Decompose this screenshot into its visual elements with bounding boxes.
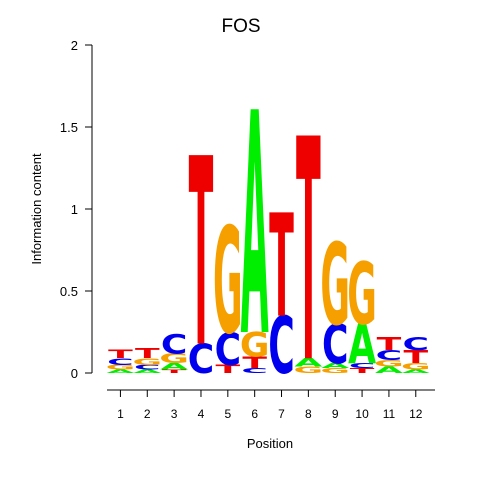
letter-c-glyph: C (268, 301, 295, 392)
letter-g-glyph: G (213, 197, 243, 367)
x-tick-label: 12 (409, 407, 423, 421)
letter-t-glyph: T (108, 348, 134, 361)
y-axis-ticks: 0 0.5 1 1.5 2 (60, 38, 92, 381)
letter-c-glyph: C (349, 362, 376, 370)
logo-stack-8: GAT (294, 76, 324, 431)
x-tick-label: 6 (251, 407, 258, 421)
letter-t-glyph: T (162, 369, 187, 374)
letter-g-glyph: G (320, 220, 350, 351)
letter-a-glyph: A (321, 362, 349, 370)
x-tick-label: 9 (332, 407, 339, 421)
letter-t-glyph: T (189, 104, 214, 405)
letter-t-glyph: T (350, 367, 375, 375)
x-tick-label: 8 (305, 407, 312, 421)
letter-g-glyph: G (132, 357, 162, 367)
y-tick-label: 0 (71, 366, 78, 381)
x-tick-label: 10 (355, 407, 369, 421)
letter-a-glyph: A (133, 369, 161, 374)
letter-a-glyph: A (294, 356, 322, 369)
letter-g-glyph: G (106, 364, 136, 372)
x-axis-label: Position (247, 436, 293, 451)
logo-stack-7: CT (268, 185, 295, 392)
logo-stack-5: TCG (213, 197, 243, 375)
letter-c-glyph: C (188, 336, 215, 383)
letter-c-glyph: C (376, 348, 402, 363)
y-tick-label: 1.5 (60, 120, 78, 135)
letter-t-glyph: T (242, 353, 267, 372)
letter-t-glyph: T (269, 185, 294, 349)
letter-g-glyph: G (240, 327, 270, 366)
letter-c-glyph: C (134, 364, 161, 372)
y-tick-label: 1 (71, 202, 78, 217)
letter-g-glyph: G (374, 359, 404, 369)
letter-c-glyph: C (215, 323, 241, 376)
letter-a-glyph: A (241, 50, 269, 405)
letter-a-glyph: A (402, 369, 430, 374)
x-tick-label: 2 (144, 407, 151, 421)
letter-t-glyph: T (216, 363, 242, 376)
y-axis-label: Information content (29, 153, 44, 265)
letter-c-glyph: C (322, 313, 348, 376)
x-axis-ticks: 1 2 3 4 5 6 7 8 9 10 11 12 (117, 390, 423, 421)
letter-g-glyph: G (294, 365, 324, 375)
x-tick-label: 4 (198, 407, 205, 421)
letter-c-glyph: C (403, 334, 430, 355)
logo-stack-4: CT (188, 104, 215, 405)
letter-g-glyph: G (401, 362, 431, 372)
letter-g-glyph: G (320, 367, 350, 375)
letter-t-glyph: T (296, 76, 321, 431)
letter-a-glyph: A (160, 362, 189, 372)
chart-title: FOS (221, 16, 260, 37)
y-tick-label: 2 (71, 38, 78, 53)
letter-t-glyph: T (377, 334, 402, 355)
letter-a-glyph: A (375, 365, 404, 375)
letter-t-glyph: T (403, 347, 428, 368)
x-tick-label: 5 (224, 407, 231, 421)
letter-a-glyph: A (106, 369, 134, 374)
y-tick-label: 0.5 (60, 284, 78, 299)
letter-g-glyph: G (347, 246, 377, 345)
x-tick-label: 1 (117, 407, 124, 421)
letter-c-glyph: C (161, 328, 188, 360)
letter-a-glyph: A (348, 313, 376, 376)
letter-c-glyph: C (107, 357, 134, 367)
letter-g-glyph: G (159, 351, 189, 366)
letter-t-glyph: T (135, 346, 160, 361)
letter-c-glyph: C (241, 367, 268, 375)
x-tick-label: 11 (383, 407, 396, 421)
x-tick-label: 3 (171, 407, 178, 421)
x-tick-label: 7 (278, 407, 285, 421)
